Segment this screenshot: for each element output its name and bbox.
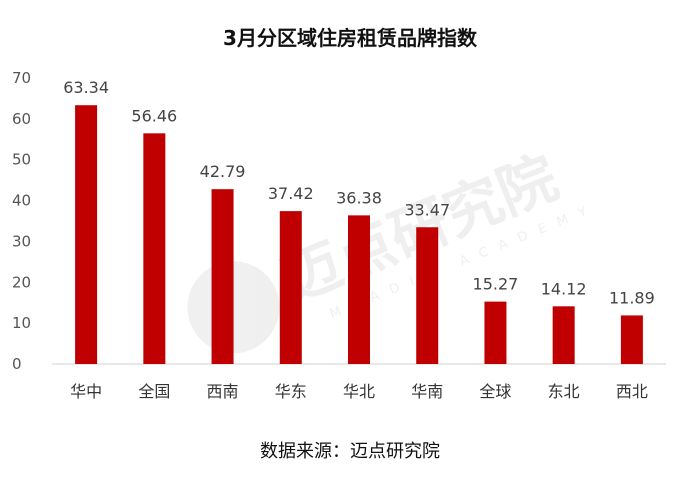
bars [75, 105, 643, 365]
y-tick-label: 70 [12, 69, 31, 87]
y-tick-label: 30 [12, 232, 31, 250]
data-label: 15.27 [473, 275, 519, 294]
x-tick-label: 西北 [616, 382, 648, 401]
x-tick-label: 华中 [70, 382, 102, 401]
bar [75, 105, 98, 365]
bar [348, 215, 370, 364]
y-tick-label: 0 [12, 355, 22, 373]
data-label: 63.34 [63, 78, 109, 97]
x-tick-label: 全国 [138, 382, 170, 401]
y-tick-label: 10 [12, 314, 31, 332]
y-axis: 0 10 20 30 40 50 60 70 [12, 69, 31, 373]
data-labels: 63.34 56.46 42.79 37.42 36.38 33.47 15.27 14.12… [63, 78, 655, 307]
x-tick-label: 西南 [207, 382, 239, 401]
bar [143, 133, 166, 364]
y-tick-label: 50 [12, 151, 31, 169]
y-tick-label: 20 [12, 273, 31, 291]
data-label: 37.42 [268, 184, 314, 203]
data-label: 42.79 [200, 162, 246, 181]
bar [484, 301, 507, 364]
bar [620, 315, 643, 364]
data-label: 14.12 [541, 279, 587, 298]
bar [279, 211, 302, 364]
x-axis: 华中 全国 西南 华东 华北 华南 全球 东北 西北 [70, 382, 648, 401]
x-tick-label: 全球 [479, 382, 511, 401]
data-label: 56.46 [131, 106, 177, 125]
bar [552, 306, 575, 364]
x-tick-label: 东北 [548, 382, 580, 401]
x-tick-label: 华南 [411, 382, 443, 401]
bar [211, 189, 234, 364]
data-label: 36.38 [336, 188, 382, 207]
y-tick-label: 60 [12, 110, 31, 128]
bar [416, 227, 439, 364]
x-tick-label: 华北 [343, 382, 375, 401]
chart-title: 3月分区域住房租赁品牌指数 [223, 26, 477, 50]
x-tick-label: 华东 [275, 382, 307, 401]
y-tick-label: 40 [12, 192, 31, 210]
data-label: 33.47 [404, 200, 450, 219]
data-label: 11.89 [609, 288, 655, 307]
source-note: 数据来源：迈点研究院 [260, 441, 440, 462]
